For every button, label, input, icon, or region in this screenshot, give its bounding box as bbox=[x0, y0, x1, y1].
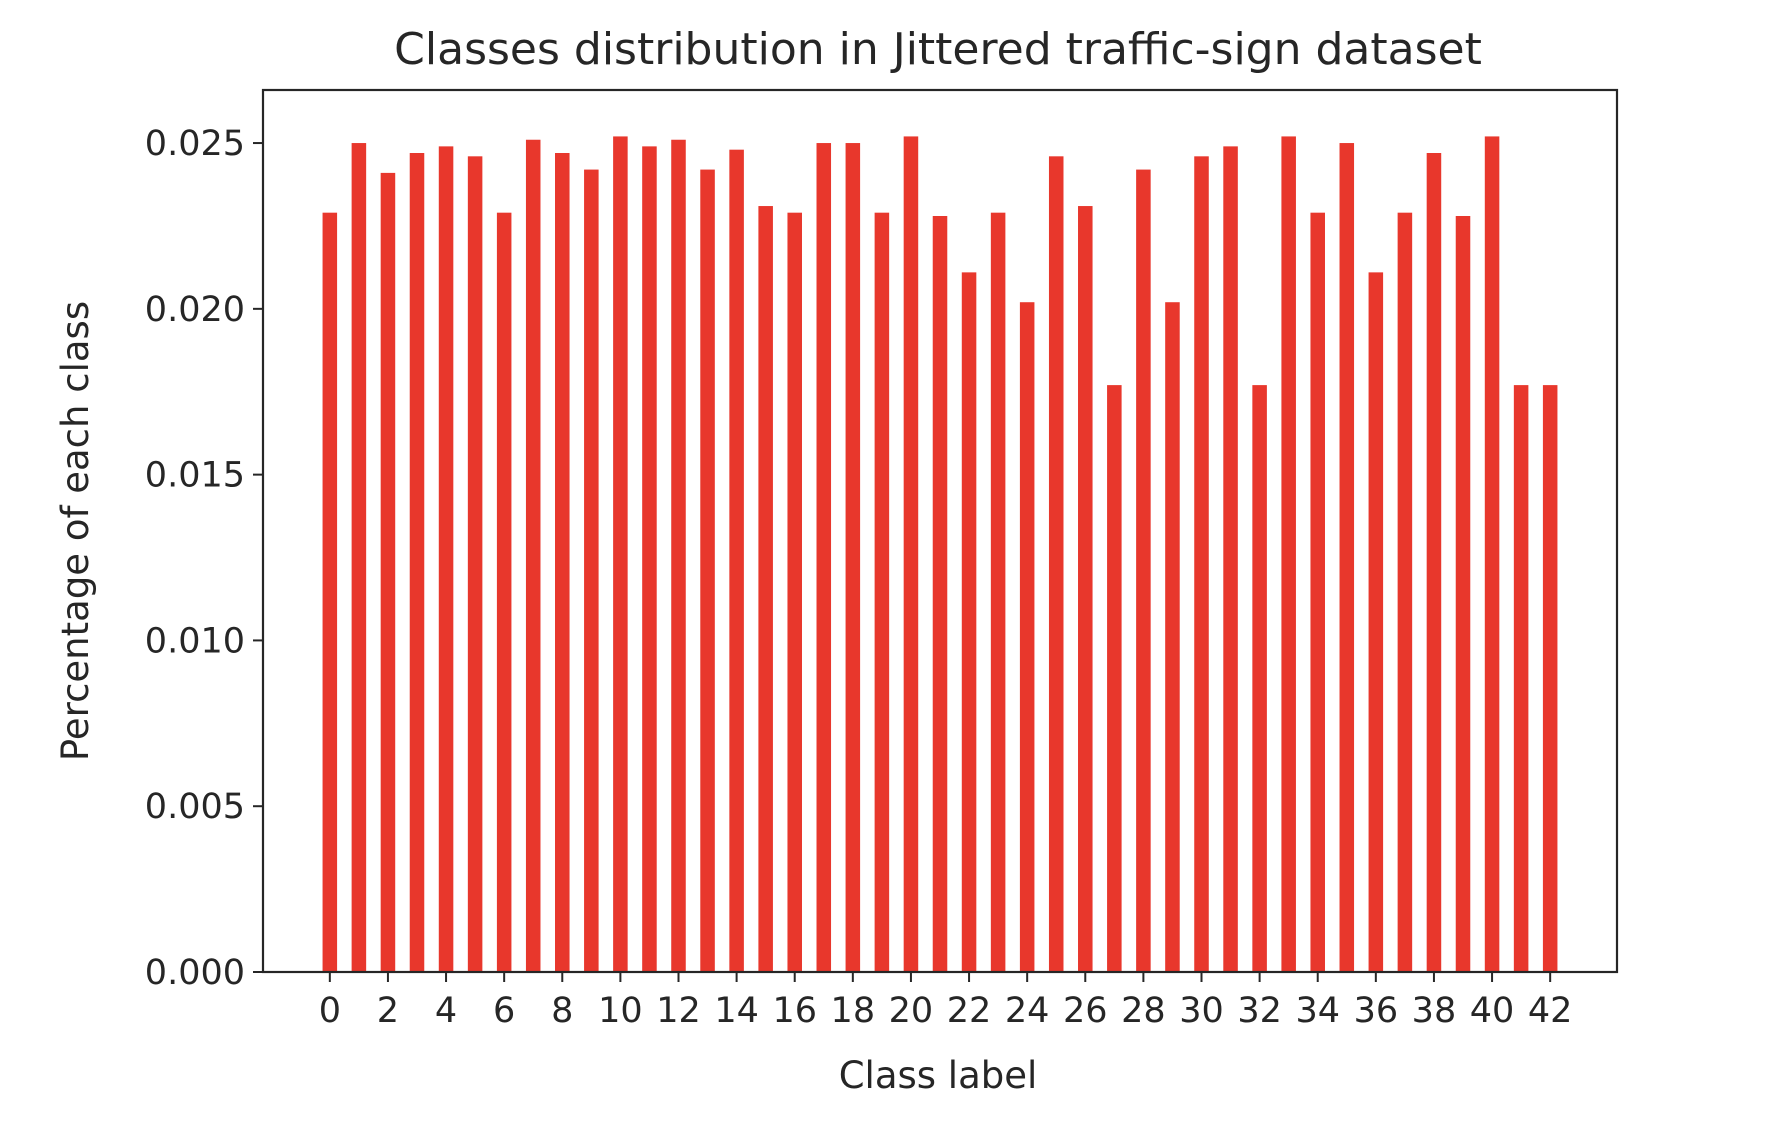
x-tick-label: 38 bbox=[1412, 991, 1457, 1031]
x-tick-label: 30 bbox=[1179, 991, 1224, 1031]
bar-class-35 bbox=[1339, 143, 1355, 973]
bar-class-14 bbox=[729, 149, 744, 972]
x-tick-label: 2 bbox=[377, 991, 399, 1031]
bar-class-21 bbox=[932, 216, 948, 972]
x-tick-label: 36 bbox=[1354, 991, 1399, 1031]
x-tick-label: 0 bbox=[319, 991, 341, 1031]
bar-class-39 bbox=[1455, 216, 1471, 972]
x-tick-label: 28 bbox=[1121, 991, 1166, 1031]
bar-class-28 bbox=[1136, 169, 1151, 972]
x-axis: 0 2 4 6 8 10 12 14 16 18 20 22 24 26 28 30 32 34 36 38 40 42 bbox=[319, 972, 1573, 1031]
x-tick-label: 6 bbox=[493, 991, 515, 1031]
y-tick-label: 0.025 bbox=[145, 124, 245, 164]
bar-class-37 bbox=[1397, 212, 1413, 972]
bar-class-29 bbox=[1165, 302, 1180, 973]
bar-class-34 bbox=[1310, 212, 1325, 972]
bar-class-42 bbox=[1542, 385, 1558, 972]
bar-class-7 bbox=[525, 139, 541, 973]
bar-class-24 bbox=[1019, 302, 1035, 973]
bar-class-4 bbox=[438, 146, 454, 972]
x-tick-label: 10 bbox=[598, 991, 643, 1031]
bar-class-1 bbox=[351, 143, 367, 973]
bar-class-38 bbox=[1426, 153, 1442, 972]
chart-title: Classes distribution in Jittered traffic… bbox=[394, 24, 1482, 75]
bar-class-8 bbox=[555, 153, 570, 972]
bar-class-6 bbox=[496, 212, 512, 972]
bar-class-36 bbox=[1368, 272, 1384, 972]
y-tick-label: 0.000 bbox=[145, 953, 245, 993]
y-axis: 0.000 0.005 0.010 0.015 0.020 0.025 bbox=[145, 124, 263, 993]
x-tick-label: 40 bbox=[1470, 991, 1515, 1031]
bar-class-12 bbox=[671, 139, 686, 973]
bar-class-30 bbox=[1194, 156, 1209, 972]
y-tick-label: 0.015 bbox=[145, 456, 245, 496]
bar-class-22 bbox=[961, 272, 977, 972]
x-tick-label: 42 bbox=[1528, 991, 1573, 1031]
y-tick-label: 0.005 bbox=[145, 787, 245, 827]
bar-class-9 bbox=[584, 169, 599, 972]
x-tick-label: 24 bbox=[1005, 991, 1050, 1031]
bar-class-3 bbox=[409, 153, 425, 972]
x-tick-label: 18 bbox=[831, 991, 876, 1031]
x-tick-label: 34 bbox=[1295, 991, 1340, 1031]
bar-class-5 bbox=[467, 156, 483, 972]
bar-class-19 bbox=[874, 212, 890, 972]
plot-frame bbox=[261, 88, 1619, 974]
bar-class-17 bbox=[816, 143, 832, 973]
bar-class-31 bbox=[1223, 146, 1238, 972]
bar-class-18 bbox=[845, 143, 861, 973]
bar-class-23 bbox=[990, 212, 1006, 972]
bar-class-15 bbox=[758, 206, 773, 973]
bar-class-33 bbox=[1281, 136, 1296, 973]
bar-class-26 bbox=[1078, 206, 1093, 973]
x-tick-label: 8 bbox=[551, 991, 573, 1031]
y-tick-label: 0.010 bbox=[145, 621, 245, 661]
x-tick-label: 16 bbox=[772, 991, 817, 1031]
y-axis-label: Percentage of each class bbox=[54, 301, 97, 761]
bar-class-20 bbox=[903, 136, 919, 973]
bar-class-40 bbox=[1484, 136, 1500, 973]
bar-class-2 bbox=[380, 172, 396, 972]
x-tick-label: 12 bbox=[656, 991, 701, 1031]
x-tick-label: 20 bbox=[889, 991, 934, 1031]
bar-class-32 bbox=[1252, 385, 1267, 972]
bar-class-25 bbox=[1048, 156, 1064, 972]
y-tick-label: 0.020 bbox=[145, 290, 245, 330]
x-tick-label: 26 bbox=[1063, 991, 1108, 1031]
bar-class-11 bbox=[642, 146, 657, 972]
bar-class-13 bbox=[700, 169, 715, 972]
bars-group bbox=[322, 136, 1558, 973]
x-tick-label: 14 bbox=[714, 991, 759, 1031]
bar-class-41 bbox=[1513, 385, 1529, 972]
x-axis-label: Class label bbox=[839, 1054, 1038, 1097]
bar-class-10 bbox=[613, 136, 628, 973]
bar-class-27 bbox=[1107, 385, 1122, 972]
x-tick-label: 22 bbox=[947, 991, 992, 1031]
x-tick-label: 32 bbox=[1237, 991, 1282, 1031]
bar-class-16 bbox=[787, 212, 802, 972]
bar-class-0 bbox=[322, 212, 338, 972]
x-tick-label: 4 bbox=[435, 991, 457, 1031]
